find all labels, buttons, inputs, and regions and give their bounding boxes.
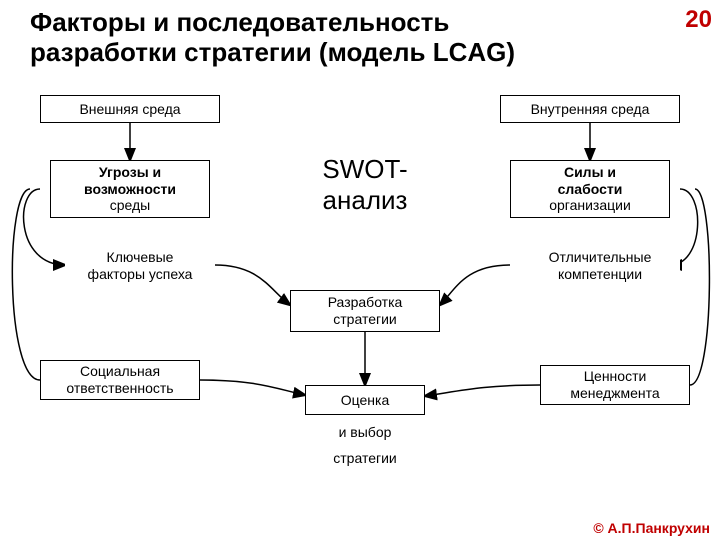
node-choice: и выбор: [305, 422, 425, 442]
page-number: 20: [685, 6, 712, 34]
copyright: © А.П.Панкрухин: [593, 520, 710, 536]
node-int_env: Внутренняя среда: [500, 95, 680, 123]
node-swot: SWOT-анализ: [285, 150, 445, 220]
arrow-7: [200, 380, 305, 395]
arrow-10: [690, 189, 709, 385]
arrow-5: [440, 265, 510, 305]
node-strategy: стратегии: [305, 448, 425, 468]
arrow-8: [425, 385, 540, 396]
node-keyfactors: Ключевыефакторы успеха: [65, 248, 215, 284]
arrow-4: [215, 265, 290, 305]
node-strengths: Силы ислабостиорганизации: [510, 160, 670, 218]
lcag-diagram: Внешняя среда Внутренняя среда Угрозы ивоз…: [0, 90, 720, 510]
node-values: Ценностименеджмента: [540, 365, 690, 405]
node-social: Социальнаяответственность: [40, 360, 200, 400]
title-line1: Факторы и последовательность: [30, 8, 690, 38]
node-threats: Угрозы ивозможностисреды: [50, 160, 210, 218]
node-develop: Разработкастратегии: [290, 290, 440, 332]
node-competencies: Отличительныекомпетенции: [520, 248, 680, 284]
node-eval: Оценка: [305, 385, 425, 415]
node-ext_env: Внешняя среда: [40, 95, 220, 123]
title-line2: разработки стратегии (модель LCAG): [30, 38, 690, 68]
title-block: Факторы и последовательность разработки …: [30, 8, 690, 68]
arrow-9: [12, 189, 40, 380]
